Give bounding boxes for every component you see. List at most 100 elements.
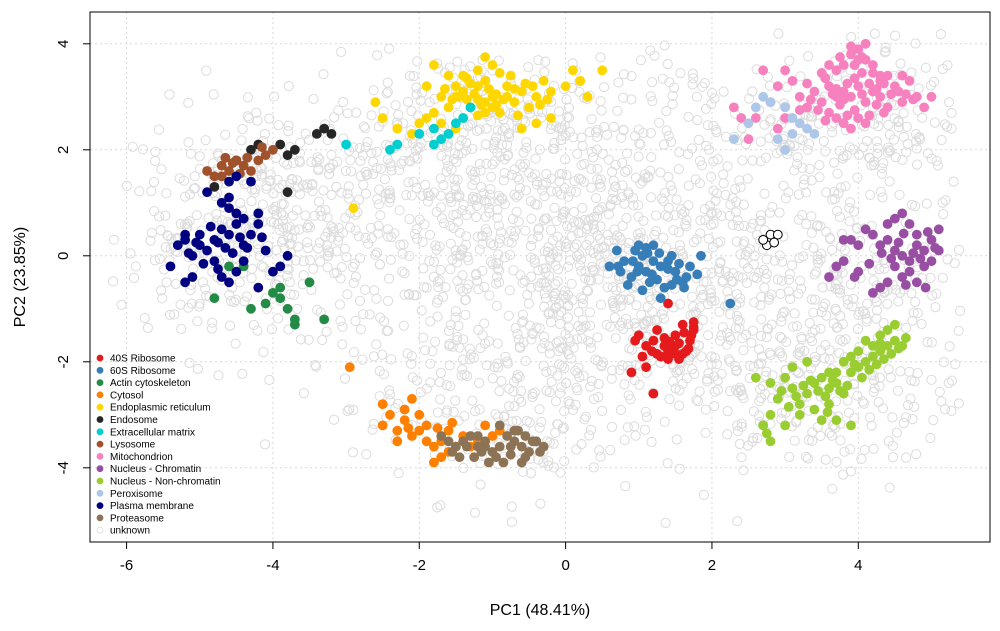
point-unknown [595, 451, 606, 462]
point-unknown [618, 125, 629, 136]
point-unknown [385, 254, 396, 265]
point-unknown [700, 103, 712, 114]
point-peroxisome [780, 102, 791, 113]
point-unknown [946, 123, 957, 134]
point-unknown [340, 213, 351, 224]
point-unknown [450, 395, 461, 406]
point-unknown [871, 296, 882, 308]
point-unknown [588, 462, 599, 473]
point-nucleus-non-chromatin [835, 386, 845, 396]
point-cytosol [377, 399, 388, 410]
point-unknown [657, 73, 668, 84]
point-unknown [260, 439, 271, 450]
point-unknown [649, 50, 660, 61]
point-unknown [615, 320, 626, 331]
point-unknown [540, 213, 551, 224]
point-unknown [432, 276, 443, 287]
point-unknown [586, 375, 598, 387]
point-extracellular-matrix [392, 139, 403, 150]
point-highlight-open [772, 229, 783, 240]
point-unknown [769, 255, 780, 266]
point-unknown [160, 242, 171, 253]
point-nucleus-non-chromatin [846, 367, 856, 378]
point-unknown [742, 173, 753, 184]
point-unknown [288, 289, 300, 300]
point-unknown [874, 381, 885, 392]
point-nucleus-chromatin [911, 240, 922, 251]
point-unknown [709, 401, 720, 412]
point-unknown [326, 149, 337, 160]
point-unknown [619, 69, 630, 80]
point-cytosol [421, 420, 432, 431]
point-unknown [150, 155, 161, 167]
point-unknown [835, 182, 846, 193]
point-unknown [882, 147, 893, 158]
point-unknown [807, 427, 818, 438]
point-nucleus-chromatin [860, 224, 871, 235]
point-unknown [546, 365, 558, 376]
point-unknown [259, 128, 270, 140]
point-unknown [148, 176, 160, 188]
point-unknown [422, 196, 433, 207]
point-unknown [883, 364, 894, 375]
point-unknown [448, 209, 459, 221]
legend-marker [96, 526, 104, 534]
point-unknown [583, 275, 595, 286]
plot-frame [89, 11, 991, 543]
point-unknown [586, 146, 597, 157]
point-peroxisome [809, 128, 820, 139]
point-unknown [540, 56, 551, 67]
point-unknown [898, 108, 909, 119]
point-unknown [613, 77, 624, 88]
point-plasma-membrane [220, 242, 231, 253]
point-peroxisome [743, 118, 754, 129]
point-unknown [926, 153, 937, 164]
point-unknown [560, 242, 572, 253]
point-unknown [304, 134, 315, 145]
point-unknown [385, 389, 396, 400]
point-unknown [588, 265, 599, 276]
point-unknown [633, 200, 644, 211]
point-endoplasmic-reticulum [546, 86, 556, 97]
point-unknown [145, 235, 156, 246]
point-unknown [411, 290, 422, 301]
point-unknown [183, 137, 194, 148]
point-unknown [559, 286, 571, 297]
point-unknown [789, 308, 800, 319]
point-endoplasmic-reticulum [516, 123, 527, 134]
point-endoplasmic-reticulum [443, 70, 454, 81]
point-unknown [732, 215, 743, 226]
point-unknown [580, 411, 592, 422]
point-unknown [799, 174, 810, 185]
point-unknown [775, 288, 786, 299]
point-unknown [465, 349, 476, 360]
point-40s-ribosome [663, 298, 673, 309]
point-unknown [503, 236, 514, 247]
point-unknown [563, 322, 574, 333]
point-unknown [419, 345, 431, 356]
point-proteasome [520, 431, 531, 441]
point-nucleus-non-chromatin [772, 393, 783, 404]
point-nucleus-chromatin [853, 240, 864, 251]
point-unknown [491, 300, 502, 311]
point-unknown [794, 133, 805, 144]
point-unknown [806, 294, 817, 305]
point-unknown [268, 188, 279, 199]
point-unknown [607, 295, 618, 307]
point-unknown [429, 187, 440, 198]
legend-label: Lysosome [110, 440, 156, 451]
point-unknown [486, 171, 497, 182]
point-unknown [149, 255, 160, 266]
point-unknown [575, 174, 587, 185]
point-unknown [785, 293, 796, 305]
point-unknown [573, 307, 584, 318]
point-unknown [594, 233, 606, 244]
point-unknown [239, 296, 250, 307]
point-unknown [606, 166, 618, 177]
point-endoplasmic-reticulum [531, 91, 542, 102]
point-nucleus-non-chromatin [809, 404, 820, 415]
point-unknown [419, 282, 430, 293]
point-unknown [592, 124, 603, 135]
point-endosome [246, 144, 256, 155]
point-plasma-membrane [282, 250, 293, 261]
